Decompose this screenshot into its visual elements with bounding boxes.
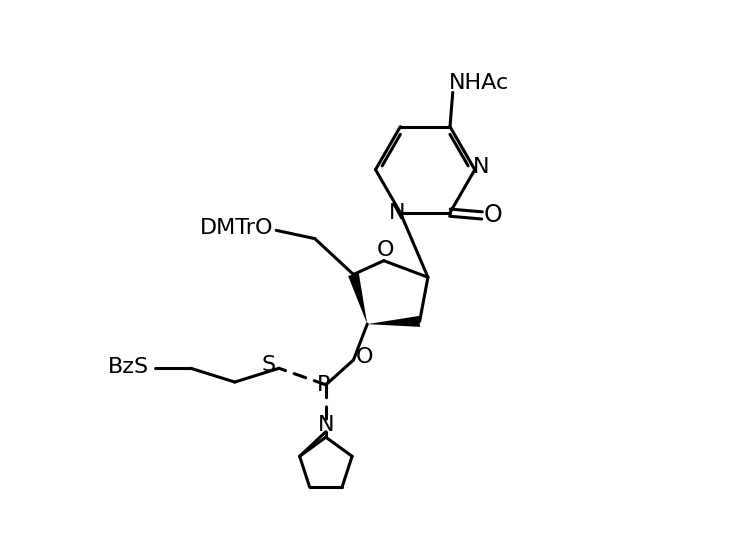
Text: P: P bbox=[317, 375, 330, 395]
Text: O: O bbox=[484, 203, 502, 227]
Text: NHAc: NHAc bbox=[449, 73, 509, 92]
Text: O: O bbox=[377, 240, 394, 260]
Polygon shape bbox=[367, 316, 420, 327]
Text: S: S bbox=[262, 355, 276, 375]
Text: N: N bbox=[473, 157, 490, 177]
Polygon shape bbox=[348, 273, 367, 324]
Text: N: N bbox=[317, 414, 334, 435]
Text: N: N bbox=[389, 203, 406, 223]
Text: O: O bbox=[356, 347, 373, 367]
Text: BzS: BzS bbox=[108, 357, 149, 377]
Text: DMTrO: DMTrO bbox=[200, 218, 273, 237]
